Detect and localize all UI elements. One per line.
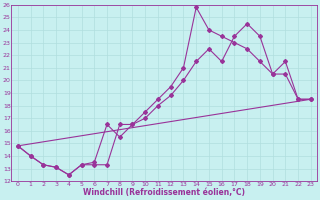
X-axis label: Windchill (Refroidissement éolien,°C): Windchill (Refroidissement éolien,°C) [83, 188, 245, 197]
